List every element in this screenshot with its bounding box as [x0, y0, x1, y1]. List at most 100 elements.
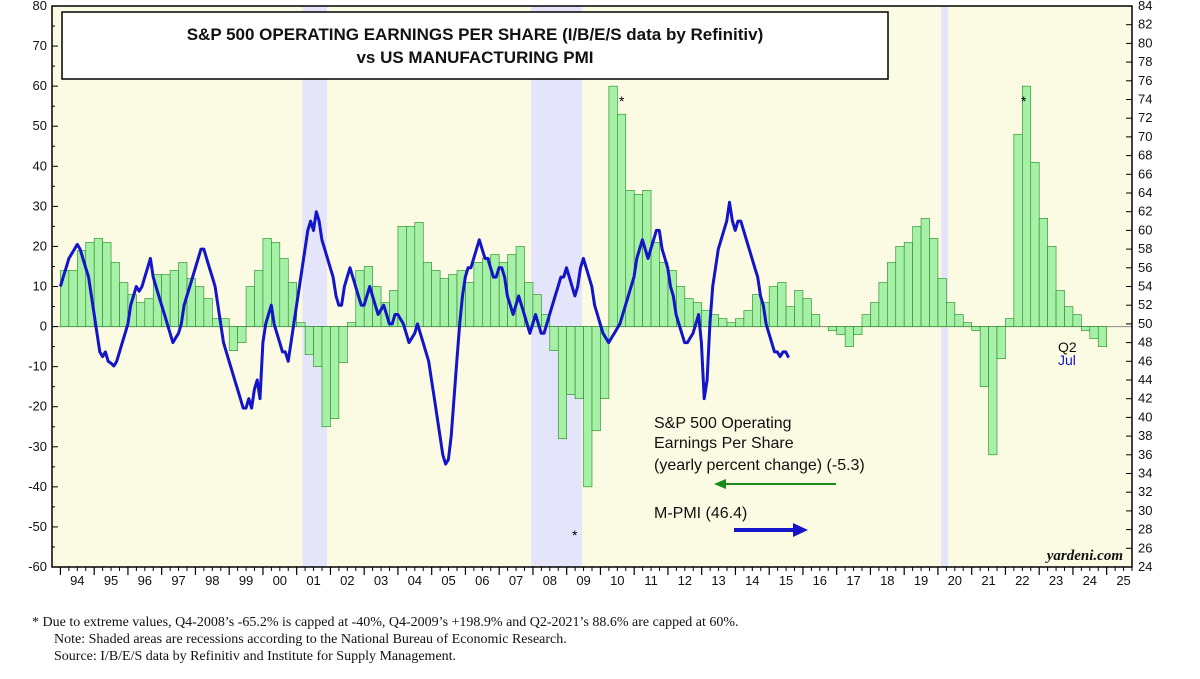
- right-axis-tick-label: 52: [1138, 297, 1152, 312]
- right-axis-tick-label: 54: [1138, 279, 1152, 294]
- recession-band: [302, 6, 328, 567]
- right-axis-tick-label: 40: [1138, 409, 1152, 424]
- eps-bar: [532, 294, 542, 327]
- eps-bar: [878, 282, 888, 327]
- right-axis-tick-label: 60: [1138, 222, 1152, 237]
- x-axis-tick-label: 21: [981, 573, 995, 588]
- footnote-source: Source: I/B/E/S data by Refinitiv and In…: [54, 649, 457, 664]
- x-axis-tick-label: 09: [576, 573, 590, 588]
- left-axis-tick-label: 30: [33, 198, 47, 213]
- eps-legend-line3: (yearly percent change) (-5.3): [654, 457, 865, 474]
- x-axis-tick-label: 20: [948, 573, 962, 588]
- asterisk-2008-label: *: [572, 527, 578, 543]
- x-axis-tick-label: 95: [104, 573, 118, 588]
- x-axis-tick-label: 17: [846, 573, 860, 588]
- x-axis-tick-label: 25: [1116, 573, 1130, 588]
- eps-bar: [1055, 290, 1065, 327]
- x-axis-tick-label: 15: [779, 573, 793, 588]
- eps-bar: [557, 326, 567, 440]
- eps-bar: [836, 326, 846, 335]
- eps-bar: [608, 85, 618, 327]
- x-axis-tick-label: 07: [509, 573, 523, 588]
- eps-bar: [1047, 246, 1057, 327]
- right-axis-tick-label: 32: [1138, 484, 1152, 499]
- eps-bar: [802, 298, 812, 327]
- eps-bar: [726, 322, 736, 327]
- eps-bar: [870, 302, 880, 327]
- eps-bar: [979, 326, 989, 387]
- pmi-legend-arrow-icon: [734, 523, 808, 537]
- eps-bar: [912, 226, 922, 327]
- eps-bar: [397, 226, 407, 327]
- eps-bar: [962, 322, 972, 327]
- right-axis-tick-label: 64: [1138, 185, 1152, 200]
- footnote-recessions: Note: Shaded areas are recessions accord…: [54, 632, 567, 647]
- right-axis-tick-label: 42: [1138, 391, 1152, 406]
- eps-bar: [1064, 306, 1074, 327]
- eps-bar: [794, 290, 804, 327]
- left-axis-tick-label: 0: [40, 319, 47, 334]
- eps-bar: [245, 286, 255, 327]
- right-axis-tick-label: 30: [1138, 503, 1152, 518]
- eps-bar: [1005, 318, 1015, 327]
- right-axis-tick-label: 62: [1138, 204, 1152, 219]
- eps-legend-line1: S&P 500 Operating: [654, 415, 792, 432]
- footnote-extreme-values: * Due to extreme values, Q4-2008’s -65.2…: [32, 615, 739, 630]
- left-axis-tick-label: 60: [33, 78, 47, 93]
- right-axis-tick-label: 28: [1138, 522, 1152, 537]
- eps-bar: [203, 298, 213, 327]
- x-axis-tick-label: 12: [678, 573, 692, 588]
- eps-bar: [347, 322, 357, 327]
- right-axis-tick-label: 36: [1138, 447, 1152, 462]
- eps-bar: [321, 326, 331, 428]
- eps-bar: [448, 274, 458, 327]
- eps-bar: [650, 242, 660, 327]
- eps-bar: [996, 326, 1006, 359]
- eps-bar: [777, 282, 787, 327]
- eps-bar: [1089, 326, 1099, 339]
- right-axis-tick-label: 50: [1138, 316, 1152, 331]
- right-axis-tick-label: 80: [1138, 35, 1152, 50]
- right-axis-tick-label: 58: [1138, 241, 1152, 256]
- right-axis-tick-label: 48: [1138, 335, 1152, 350]
- eps-bar: [473, 262, 483, 327]
- x-axis-tick-label: 98: [205, 573, 219, 588]
- eps-bar: [195, 286, 205, 327]
- x-axis-tick-label: 11: [644, 573, 658, 588]
- left-axis-tick-label: -40: [28, 479, 47, 494]
- eps-bar: [490, 254, 500, 327]
- eps-bar: [1013, 133, 1023, 327]
- eps-bar: [844, 326, 854, 347]
- left-axis-tick-label: 70: [33, 38, 47, 53]
- x-axis-tick-label: 99: [239, 573, 253, 588]
- eps-bar: [895, 246, 905, 327]
- eps-bar: [1030, 161, 1040, 327]
- eps-bar: [1072, 314, 1082, 327]
- eps-bar: [169, 270, 179, 327]
- chart-title: S&P 500 OPERATING EARNINGS PER SHARE (I/…: [187, 25, 764, 44]
- right-axis-tick-label: 82: [1138, 17, 1152, 32]
- eps-legend-line2: Earnings Per Share: [654, 435, 794, 452]
- eps-bar: [1097, 326, 1107, 347]
- x-axis-tick-label: 02: [340, 573, 354, 588]
- pmi-latest-label: Jul: [1058, 352, 1076, 368]
- eps-bar: [659, 262, 669, 327]
- x-axis-tick-label: 22: [1015, 573, 1029, 588]
- right-axis-tick-label: 66: [1138, 166, 1152, 181]
- x-axis-tick-label: 13: [711, 573, 725, 588]
- eps-latest-label: Q2: [1058, 339, 1077, 355]
- eps-bar: [110, 262, 120, 327]
- eps-bar: [439, 278, 449, 327]
- right-axis-tick-label: 68: [1138, 148, 1152, 163]
- x-axis-tick-label: 19: [914, 573, 928, 588]
- x-axis-tick-label: 05: [441, 573, 455, 588]
- right-axis-tick-label: 78: [1138, 54, 1152, 69]
- eps-bar: [718, 318, 728, 327]
- pmi-legend-label: M-PMI (46.4): [654, 505, 747, 522]
- eps-bar: [684, 298, 694, 327]
- eps-bar: [988, 326, 998, 456]
- left-axis-tick-label: -50: [28, 519, 47, 534]
- eps-bar: [861, 314, 871, 327]
- eps-bar: [625, 190, 635, 327]
